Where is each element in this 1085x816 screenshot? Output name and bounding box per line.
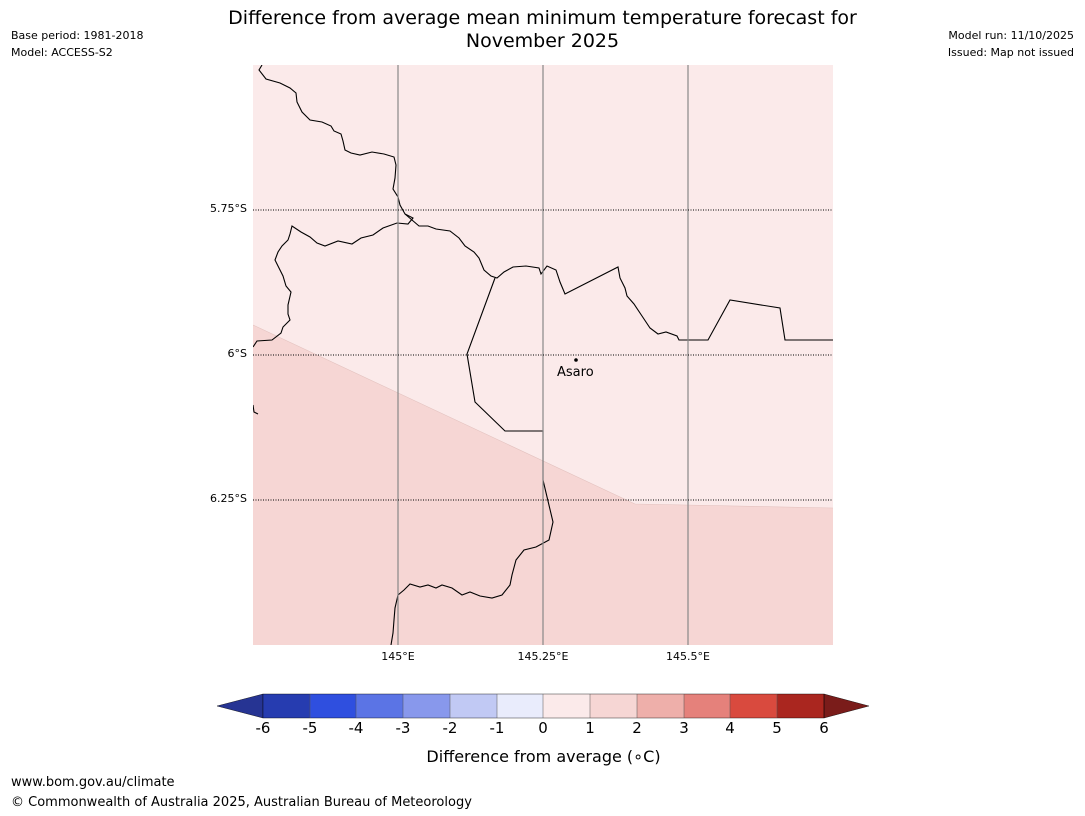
colorbar-tick-label: 3 xyxy=(679,719,689,737)
colorbar-cell xyxy=(777,694,824,718)
colorbar-tick-label: -2 xyxy=(442,719,458,737)
colorbar-dividers xyxy=(309,694,778,718)
map-title-line2: November 2025 xyxy=(465,30,620,52)
colorbar-cell xyxy=(356,694,403,718)
anomaly-region-edge xyxy=(253,324,833,509)
colorbar-tick-label: 4 xyxy=(725,719,735,737)
town-marker-asaro[interactable] xyxy=(574,358,578,362)
colorbar-tick-label: -5 xyxy=(302,719,318,737)
longitude-label: 145.25°E xyxy=(517,650,569,663)
colorbar-tick-label: 6 xyxy=(819,719,829,737)
base-period-text: Base period: 1981-2018 xyxy=(11,29,144,42)
colorbar-tick-label: -4 xyxy=(348,719,364,737)
colorbar-cell xyxy=(590,694,637,718)
colorbar-cell xyxy=(450,694,497,718)
colorbar-cell xyxy=(403,694,450,718)
colorbar-extend-low xyxy=(216,693,264,719)
map-title: Difference from average mean minimum tem… xyxy=(160,7,925,53)
footer-url[interactable]: www.bom.gov.au/climate xyxy=(11,775,175,790)
latitude-label: 6°S xyxy=(227,347,247,360)
model-text: Model: ACCESS-S2 xyxy=(11,46,113,59)
colorbar-cell xyxy=(730,694,777,718)
latitude-label: 5.75°S xyxy=(210,202,247,215)
colorbar-cell xyxy=(684,694,731,718)
boundary-north-east xyxy=(404,213,833,341)
colorbar-cell xyxy=(497,694,544,718)
longitude-label: 145.5°E xyxy=(666,650,710,663)
colorbar-cell xyxy=(263,694,310,718)
colorbar-title: Difference from average (∘C) xyxy=(0,747,1085,766)
footer-copyright: © Commonwealth of Australia 2025, Austra… xyxy=(11,795,472,810)
map-title-line1: Difference from average mean minimum tem… xyxy=(228,7,857,29)
colorbar-tick-label: 0 xyxy=(538,719,548,737)
model-run-text: Model run: 11/10/2025 xyxy=(948,29,1074,42)
colorbar xyxy=(216,693,870,719)
colorbar-tick-label: -3 xyxy=(395,719,411,737)
header-right: Model run: 11/10/2025 Issued: Map not is… xyxy=(948,27,1074,61)
boundary-north xyxy=(253,65,414,348)
colorbar-cell xyxy=(543,694,590,718)
map-area[interactable] xyxy=(253,65,833,645)
boundary-fragment-west xyxy=(253,404,259,415)
longitude-label: 145°E xyxy=(381,650,415,663)
colorbar-tick-label: -6 xyxy=(255,719,271,737)
colorbar-tick-label: 1 xyxy=(585,719,595,737)
colorbar-tick-label: 2 xyxy=(632,719,642,737)
colorbar-tick-label: -1 xyxy=(489,719,505,737)
issued-text: Issued: Map not issued xyxy=(947,46,1074,59)
colorbar-outline xyxy=(262,693,825,719)
colorbar-title-text: Difference from average (∘C) xyxy=(426,747,661,766)
latitude-label: 6.25°S xyxy=(210,492,247,505)
town-label-asaro: Asaro xyxy=(557,365,594,380)
colorbar-tick-label: 5 xyxy=(772,719,782,737)
header-left: Base period: 1981-2018 Model: ACCESS-S2 xyxy=(11,27,143,61)
colorbar-extend-high xyxy=(823,693,870,719)
colorbar-cell xyxy=(310,694,357,718)
colorbar-cell xyxy=(637,694,684,718)
